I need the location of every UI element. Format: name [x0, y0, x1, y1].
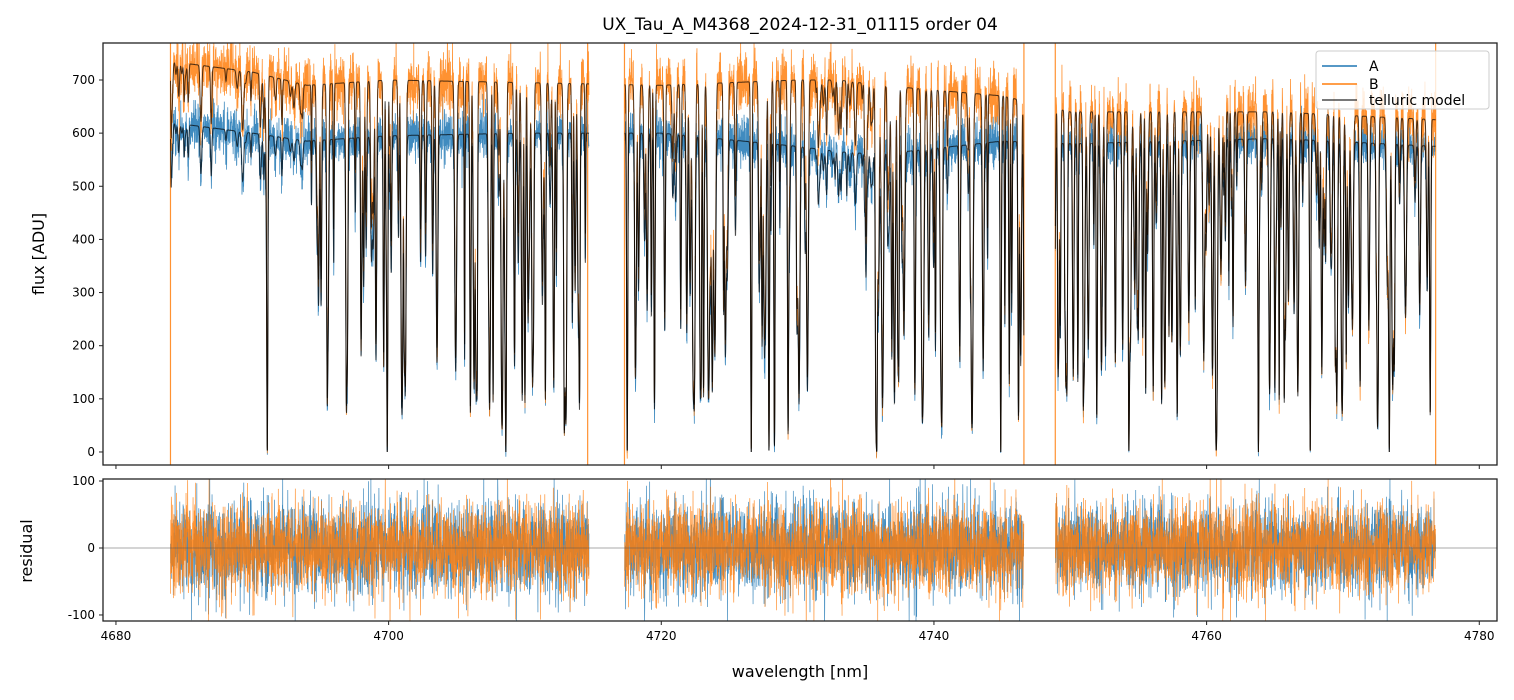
flux-y-tick-label: 400: [72, 232, 95, 246]
chart-title: UX_Tau_A_M4368_2024-12-31_01115 order 04: [602, 15, 998, 35]
flux-y-tick-label: 0: [87, 445, 95, 459]
x-tick-label: 4780: [1464, 629, 1495, 643]
telluric-model-b-line: [169, 62, 1436, 453]
x-tick-label: 4700: [373, 629, 404, 643]
flux-y-tick-label: 200: [72, 339, 95, 353]
residual-axes-frame: [102, 478, 1498, 622]
flux-y-tick-label: 500: [72, 179, 95, 193]
x-tick-label: 4760: [1191, 629, 1222, 643]
residual-y-tick-label: -100: [68, 608, 95, 622]
legend-box: [1315, 50, 1490, 110]
flux-axes-frame: [102, 42, 1498, 466]
series-b-residual-line: [170, 479, 1436, 621]
flux-plot-area: [169, 43, 1437, 465]
flux-y-tick-label: 300: [72, 286, 95, 300]
legend-label-b: B: [1369, 77, 1379, 93]
flux-y-tick-label: 100: [72, 392, 95, 406]
legend: A B telluric model: [1315, 50, 1490, 110]
residual-y-tick-label: 100: [72, 474, 95, 488]
residual-y-tick-label: 0: [87, 541, 95, 555]
flux-y-label: flux [ADU]: [29, 213, 48, 295]
residual-y-label: residual: [17, 519, 36, 582]
flux-y-tick-label: 700: [72, 73, 95, 87]
x-axis-label: wavelength [nm]: [732, 662, 869, 681]
flux-y-tick-label: 600: [72, 126, 95, 140]
legend-label-model: telluric model: [1369, 93, 1465, 109]
legend-label-a: A: [1369, 59, 1379, 75]
x-tick-label: 4740: [919, 629, 950, 643]
x-tick-label: 4680: [101, 629, 132, 643]
x-tick-label: 4720: [646, 629, 677, 643]
residual-plot-area: [103, 479, 1497, 621]
